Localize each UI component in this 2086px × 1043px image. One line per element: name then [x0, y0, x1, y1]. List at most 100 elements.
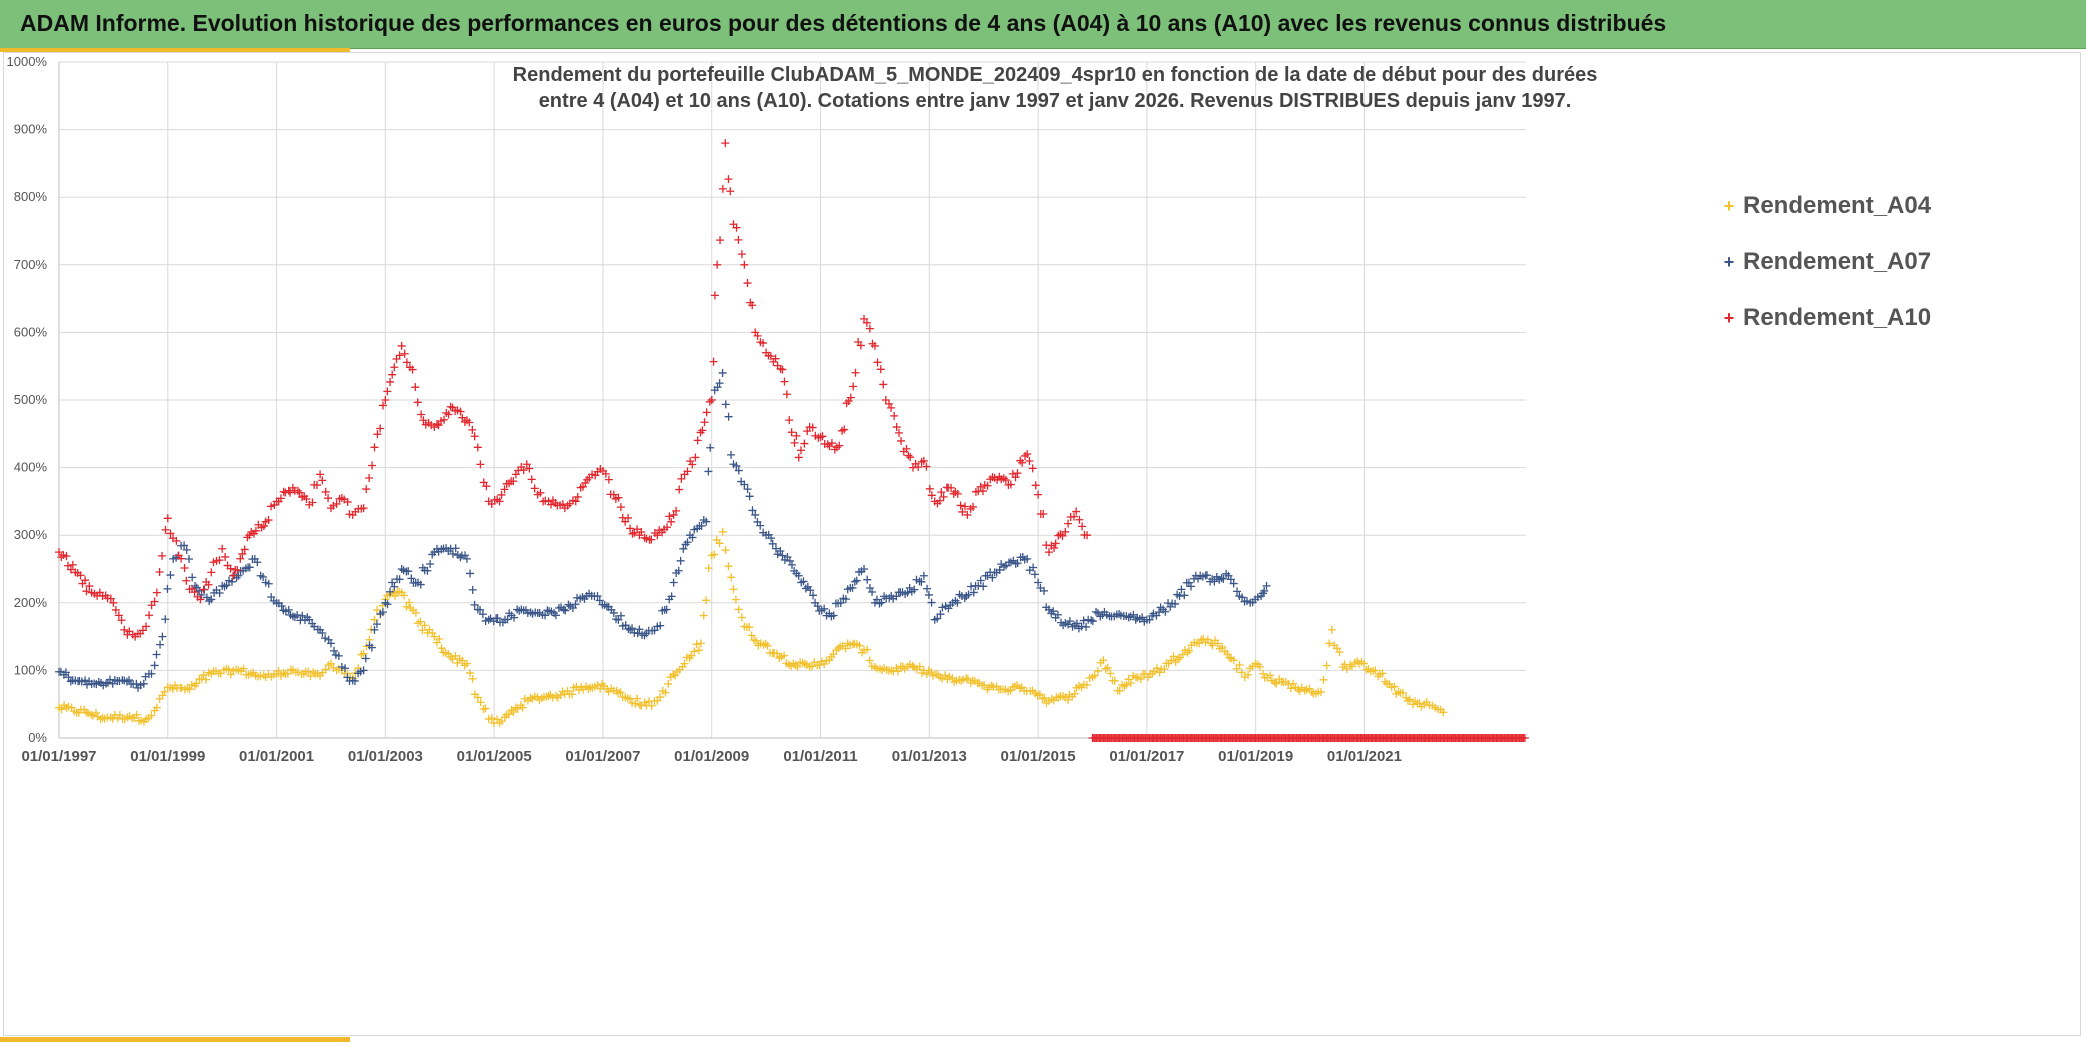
point-rendement-a10	[753, 331, 762, 340]
point-rendement-a07	[222, 581, 231, 590]
point-rendement-a10	[983, 481, 992, 490]
point-rendement-a07	[407, 574, 416, 583]
point-rendement-a04	[763, 641, 772, 650]
y-tick-label: 900%	[14, 122, 48, 137]
point-rendement-a10	[1031, 481, 1040, 490]
point-rendement-a10	[601, 469, 610, 478]
point-rendement-a10	[417, 410, 426, 419]
point-rendement-a07	[626, 625, 635, 634]
point-rendement-a04	[855, 641, 864, 650]
point-rendement-a04	[793, 662, 802, 671]
point-rendement-a07	[748, 506, 757, 515]
y-tick-label: 1000%	[7, 54, 48, 69]
point-rendement-a10	[381, 396, 390, 404]
point-rendement-a07	[286, 610, 295, 619]
point-rendement-a07	[1000, 562, 1009, 571]
point-rendement-a04	[884, 666, 893, 675]
point-rendement-a07	[674, 566, 683, 575]
point-rendement-a10	[117, 616, 126, 625]
point-rendement-a10	[1013, 469, 1022, 478]
point-rendement-a07	[751, 510, 760, 519]
point-rendement-a10	[696, 428, 705, 437]
point-rendement-a10	[465, 418, 474, 427]
point-rendement-a10	[879, 380, 888, 389]
point-rendement-a10	[827, 439, 836, 448]
point-rendement-a10	[927, 491, 936, 500]
point-rendement-a04	[633, 694, 642, 703]
point-rendement-a10	[713, 260, 722, 269]
point-rendement-a04	[1322, 661, 1331, 670]
point-rendement-a10	[221, 552, 230, 561]
point-rendement-a10	[953, 489, 962, 498]
point-rendement-a04	[202, 675, 211, 684]
point-rendement-a07	[877, 598, 886, 607]
point-rendement-a04	[635, 700, 644, 709]
point-rendement-a04	[802, 660, 811, 669]
point-rendement-a04	[729, 585, 738, 594]
point-rendement-a10	[68, 560, 77, 569]
point-rendement-a04	[857, 648, 866, 657]
point-rendement-a04	[1026, 687, 1035, 696]
point-rendement-a04	[623, 694, 632, 703]
point-rendement-a10	[199, 585, 208, 594]
point-rendement-a04	[1369, 666, 1378, 675]
point-rendement-a07	[470, 600, 479, 609]
point-rendement-a07	[64, 673, 73, 682]
point-rendement-a07	[451, 544, 460, 553]
point-rendement-a04	[444, 650, 453, 659]
point-rendement-a10	[944, 483, 953, 492]
point-rendement-a04	[752, 636, 761, 645]
point-rendement-a07	[264, 579, 273, 588]
point-rendement-a07	[547, 607, 556, 616]
point-rendement-a10	[405, 363, 414, 372]
point-rendement-a07	[809, 591, 818, 600]
point-rendement-a04	[197, 674, 206, 683]
point-rendement-a07	[551, 611, 560, 620]
point-rendement-a10	[470, 432, 479, 441]
point-rendement-a04	[1266, 671, 1275, 680]
point-rendement-a04	[123, 713, 132, 722]
point-rendement-a04	[416, 617, 425, 626]
point-rendement-a04	[476, 698, 485, 707]
point-rendement-a07	[478, 610, 487, 619]
point-rendement-a07	[378, 608, 387, 617]
point-rendement-a10	[726, 187, 735, 196]
point-rendement-a04	[1314, 687, 1323, 696]
point-rendement-a10	[1025, 456, 1034, 465]
point-rendement-a10	[787, 428, 796, 437]
point-rendement-a07	[1074, 624, 1083, 633]
point-rendement-a10	[958, 507, 967, 516]
point-rendement-a04	[1183, 648, 1192, 657]
point-rendement-a10	[215, 556, 224, 565]
point-rendement-a04	[1235, 660, 1244, 669]
point-rendement-a10	[856, 341, 865, 350]
point-rendement-a10	[906, 453, 915, 462]
point-rendement-a07	[927, 598, 936, 607]
point-rendement-a04	[313, 669, 322, 678]
point-rendement-a10	[440, 415, 449, 424]
point-rendement-a04	[584, 684, 593, 693]
point-rendement-a07	[66, 677, 75, 686]
point-rendement-a07	[667, 592, 676, 601]
point-rendement-a07	[1166, 602, 1175, 611]
point-rendement-a07	[298, 611, 307, 620]
point-rendement-a04	[1381, 677, 1390, 686]
point-rendement-a10	[473, 443, 482, 452]
point-rendement-a04	[370, 615, 379, 624]
point-rendement-a10	[702, 408, 711, 417]
point-rendement-a10	[969, 502, 978, 511]
point-rendement-a04	[800, 659, 809, 668]
point-rendement-a07	[979, 582, 988, 591]
point-rendement-a07	[616, 611, 625, 620]
point-rendement-a04	[664, 679, 673, 688]
point-rendement-a07	[334, 651, 343, 660]
point-rendement-a10	[721, 139, 730, 148]
point-rendement-a07	[595, 596, 604, 605]
point-rendement-a10	[688, 460, 697, 469]
point-rendement-a07	[829, 611, 838, 620]
point-rendement-a04	[1417, 702, 1426, 711]
point-rendement-a04	[1110, 676, 1119, 685]
point-rendement-a04	[1223, 650, 1232, 659]
point-rendement-a10	[395, 351, 404, 360]
point-rendement-a10	[766, 352, 775, 361]
